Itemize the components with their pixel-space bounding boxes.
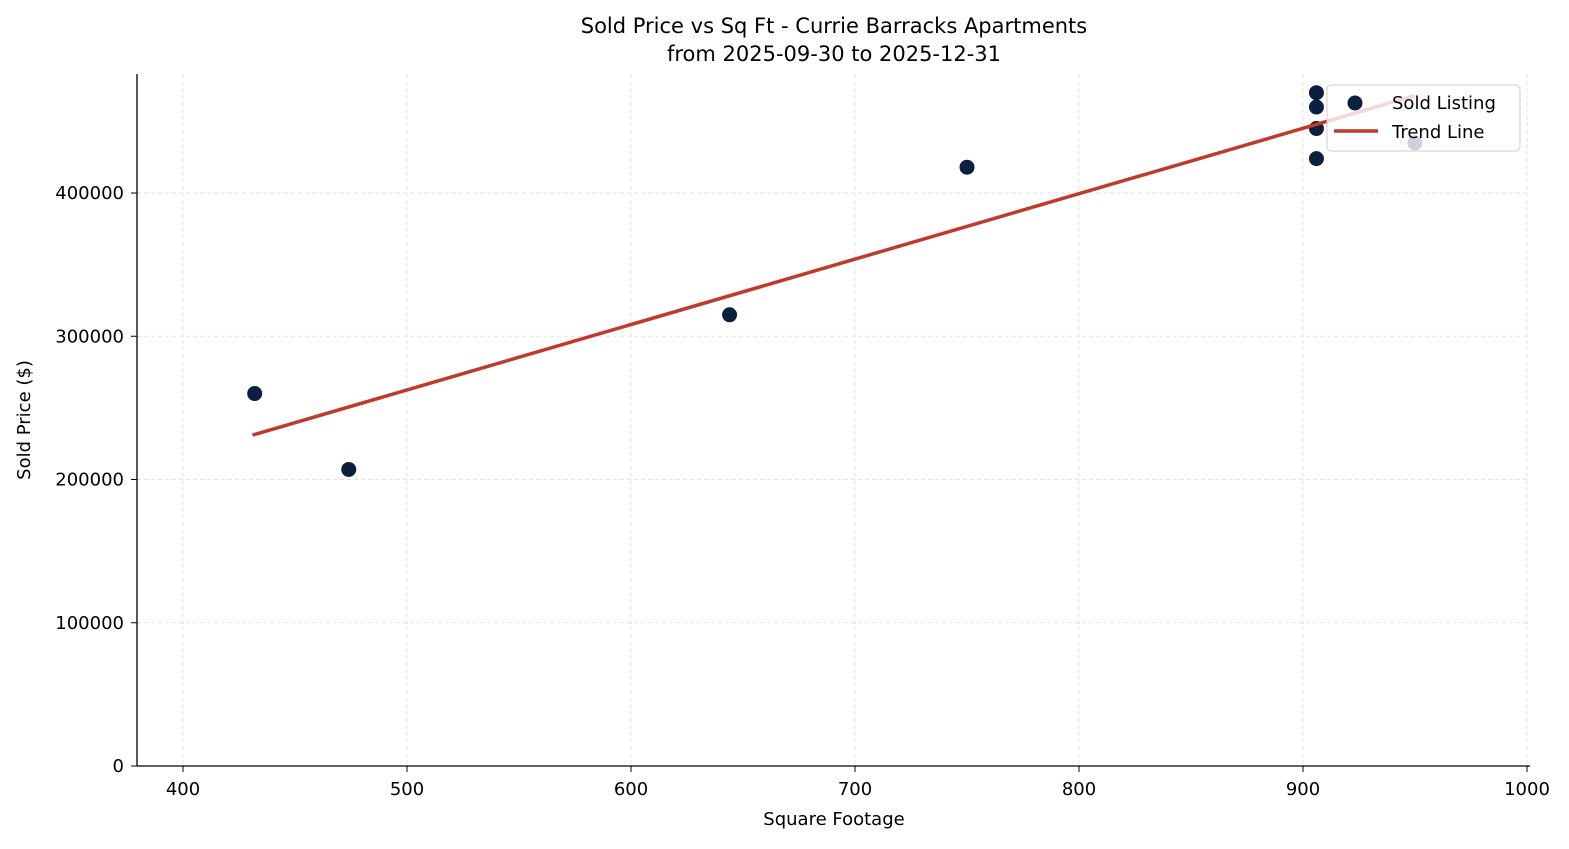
trend-line [251, 93, 1416, 437]
data-point [1308, 99, 1324, 115]
legend: Sold Listing Trend Line [1326, 84, 1521, 152]
chart-subtitle: from 2025-09-30 to 2025-12-31 [667, 42, 1001, 66]
x-tick-label: 1000 [1504, 779, 1550, 800]
data-point [341, 461, 357, 477]
x-tick-label: 800 [1062, 779, 1096, 800]
grid [137, 74, 1530, 766]
x-axis-label: Square Footage [763, 809, 904, 830]
data-point [1308, 151, 1324, 167]
y-tick-label: 100000 [55, 613, 124, 634]
data-point [722, 307, 738, 323]
legend-label-trend-line: Trend Line [1391, 122, 1485, 143]
y-tick-label: 200000 [55, 470, 124, 491]
y-axis-label: Sold Price ($) [14, 360, 35, 480]
ticks: 400 500 600 700 800 900 1000 0 100000 200000 30000… [55, 183, 1550, 800]
y-tick-label: 400000 [55, 183, 124, 204]
legend-marker-sold-listing [1347, 95, 1363, 111]
chart-title: Sold Price vs Sq Ft - Currie Barracks Ap… [581, 14, 1088, 38]
marks [247, 85, 1423, 477]
data-point [959, 159, 975, 175]
data-point [247, 386, 263, 402]
legend-label-sold-listing: Sold Listing [1392, 93, 1496, 114]
x-tick-label: 700 [838, 779, 872, 800]
legend-box [1326, 84, 1521, 152]
y-tick-label: 300000 [55, 326, 124, 347]
x-tick-label: 400 [166, 779, 200, 800]
x-tick-label: 900 [1286, 779, 1320, 800]
x-tick-label: 600 [614, 779, 648, 800]
data-point [1308, 85, 1324, 101]
y-tick-label: 0 [113, 756, 124, 777]
x-tick-label: 500 [390, 779, 424, 800]
